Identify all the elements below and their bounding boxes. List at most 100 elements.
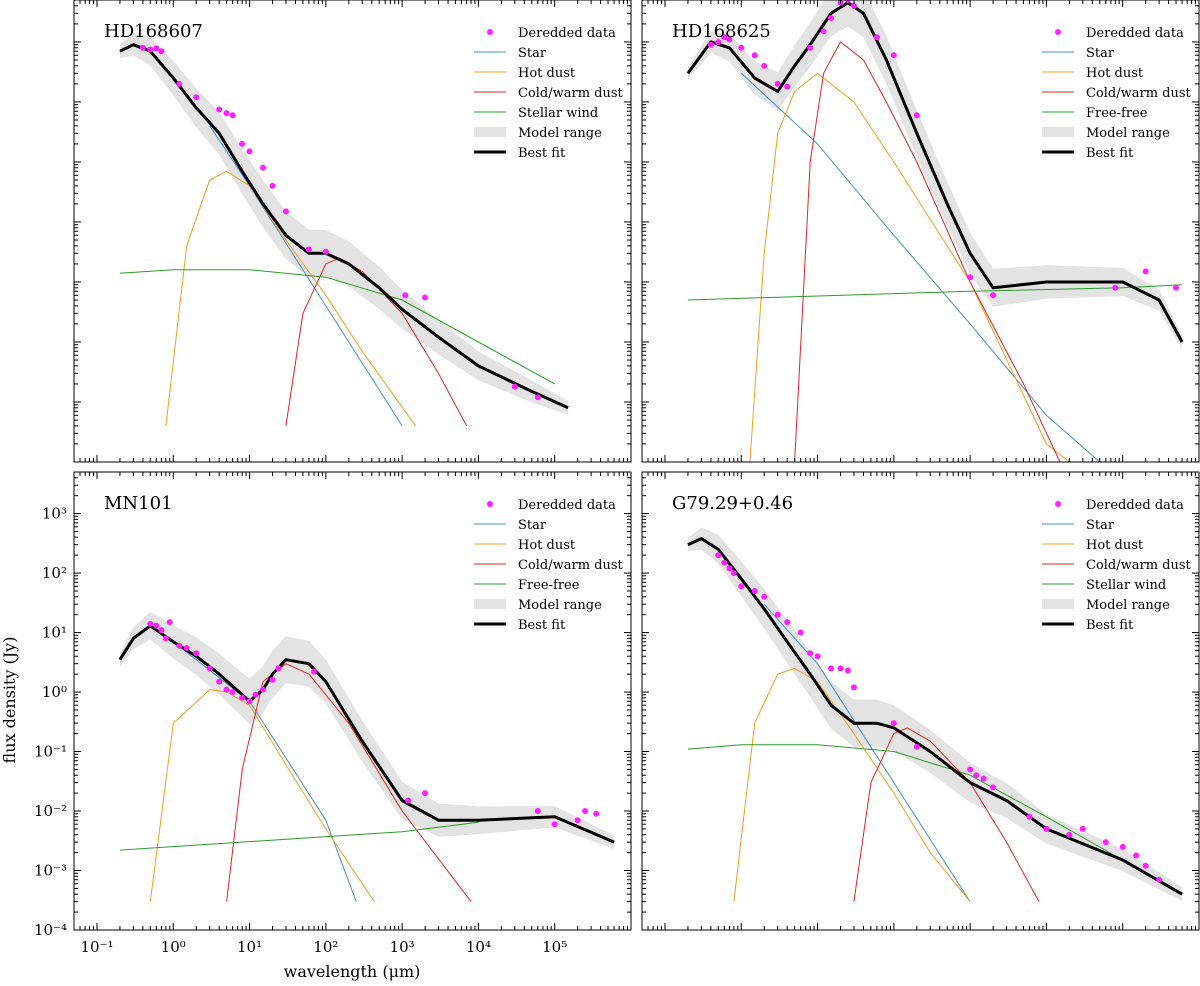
series-hot-dust — [733, 667, 971, 902]
data-point — [715, 38, 722, 45]
legend-label: Hot dust — [518, 66, 576, 81]
data-point — [707, 41, 714, 48]
data-point — [1026, 813, 1033, 820]
data-point — [751, 52, 758, 59]
data-point — [246, 148, 253, 155]
data-point — [402, 292, 409, 299]
x-axis-label: wavelength (μm) — [284, 962, 421, 981]
data-point — [1066, 831, 1073, 838]
data-point — [582, 808, 589, 815]
series-hot-dust — [165, 170, 417, 427]
data-point — [807, 44, 814, 51]
legend-label: Star — [1086, 46, 1115, 61]
legend-label: Star — [1086, 518, 1115, 533]
legend-marker-data — [1055, 29, 1061, 35]
data-point — [252, 691, 259, 698]
y-axis-label: flux density (Jy) — [0, 637, 19, 764]
data-point — [239, 140, 246, 147]
data-point — [721, 559, 728, 566]
data-point — [534, 394, 541, 401]
panel-top-right: HD168625 Deredded data Star Hot dust Cold/wa… — [641, 0, 1200, 463]
x-tick-label: 10⁵ — [542, 938, 567, 956]
data-point — [980, 775, 987, 782]
legend-label: Star — [518, 46, 547, 61]
data-point — [305, 246, 312, 253]
data-point — [147, 46, 154, 53]
legend-label: Stellar wind — [1086, 578, 1166, 593]
plot-area — [119, 33, 569, 427]
series-free-free — [119, 821, 479, 851]
legend-label: Deredded data — [518, 26, 616, 41]
x-tick-label: 10¹ — [237, 938, 262, 956]
series-best-fit — [118, 624, 615, 844]
data-point — [405, 797, 412, 804]
legend-label: Best fit — [518, 146, 566, 161]
data-point — [1079, 825, 1086, 832]
data-point — [158, 48, 165, 55]
x-tick-label: 10² — [313, 938, 338, 956]
data-point — [593, 810, 600, 817]
legend-label: Deredded data — [1086, 26, 1184, 41]
data-point — [990, 292, 997, 299]
plot-area — [686, 0, 1184, 462]
series-cold-warm-dust — [794, 41, 1061, 462]
legend-marker-data — [487, 501, 493, 507]
data-point — [1173, 284, 1180, 291]
legend: Deredded data Star Hot dust Cold/warm dust F… — [1042, 26, 1192, 161]
data-point — [784, 619, 791, 626]
series-cold-warm-dust — [226, 663, 472, 902]
model-range-band — [687, 527, 1183, 901]
legend-label: Cold/warm dust — [518, 558, 624, 573]
data-point — [223, 110, 230, 117]
legend-label: Hot dust — [518, 538, 576, 553]
data-point — [1142, 268, 1149, 275]
data-point — [223, 686, 230, 693]
legend-label: Deredded data — [1086, 498, 1184, 513]
data-point — [139, 44, 146, 51]
legend-label: Star — [518, 518, 547, 533]
data-point — [216, 106, 223, 113]
series-free-free — [687, 284, 1183, 301]
legend-marker-band — [1042, 599, 1074, 609]
model-range-band — [119, 611, 615, 849]
data-point — [282, 208, 289, 215]
y-tick-label: 10⁻⁴ — [34, 921, 67, 939]
panel-bottom-left: 10⁻¹ 10⁰ 10¹ 10² 10³ 10⁴ 10⁵ 10⁻⁴ 10⁻³ 10⁻² 10⁻¹ 10… — [34, 471, 632, 956]
data-point — [850, 2, 857, 9]
data-point — [511, 383, 518, 390]
y-tick-label: 10⁻¹ — [34, 743, 67, 761]
data-point — [176, 642, 183, 649]
data-point — [797, 629, 804, 636]
data-point — [913, 743, 920, 750]
legend-label: Cold/warm dust — [1086, 86, 1192, 101]
data-point — [820, 28, 827, 35]
series-star — [740, 72, 1101, 462]
data-point — [726, 36, 733, 43]
data-point — [229, 689, 236, 696]
series-cold-warm-dust — [853, 727, 1040, 902]
data-point — [807, 650, 814, 657]
data-point — [246, 698, 253, 705]
data-point — [751, 587, 758, 594]
data-point — [990, 784, 997, 791]
data-point — [844, 667, 851, 674]
data-point — [229, 112, 236, 119]
series-hot-dust — [149, 689, 375, 902]
data-point — [176, 80, 183, 87]
data-point — [193, 94, 200, 101]
plot-area — [118, 611, 615, 902]
panel-bottom-right: G79.29+0.46 Deredded data Star Hot dust Cold… — [641, 471, 1200, 931]
data-point — [1102, 839, 1109, 846]
legend-label: Cold/warm dust — [1086, 558, 1192, 573]
legend-label: Cold/warm dust — [518, 86, 624, 101]
data-point — [873, 34, 880, 41]
x-tick-label: 10⁻¹ — [80, 938, 113, 956]
legend-label: Stellar wind — [518, 106, 598, 121]
panel-title: MN101 — [104, 493, 173, 514]
data-point — [774, 80, 781, 87]
series-stellar-wind — [687, 744, 1123, 861]
data-point — [814, 653, 821, 660]
data-point — [973, 772, 980, 779]
